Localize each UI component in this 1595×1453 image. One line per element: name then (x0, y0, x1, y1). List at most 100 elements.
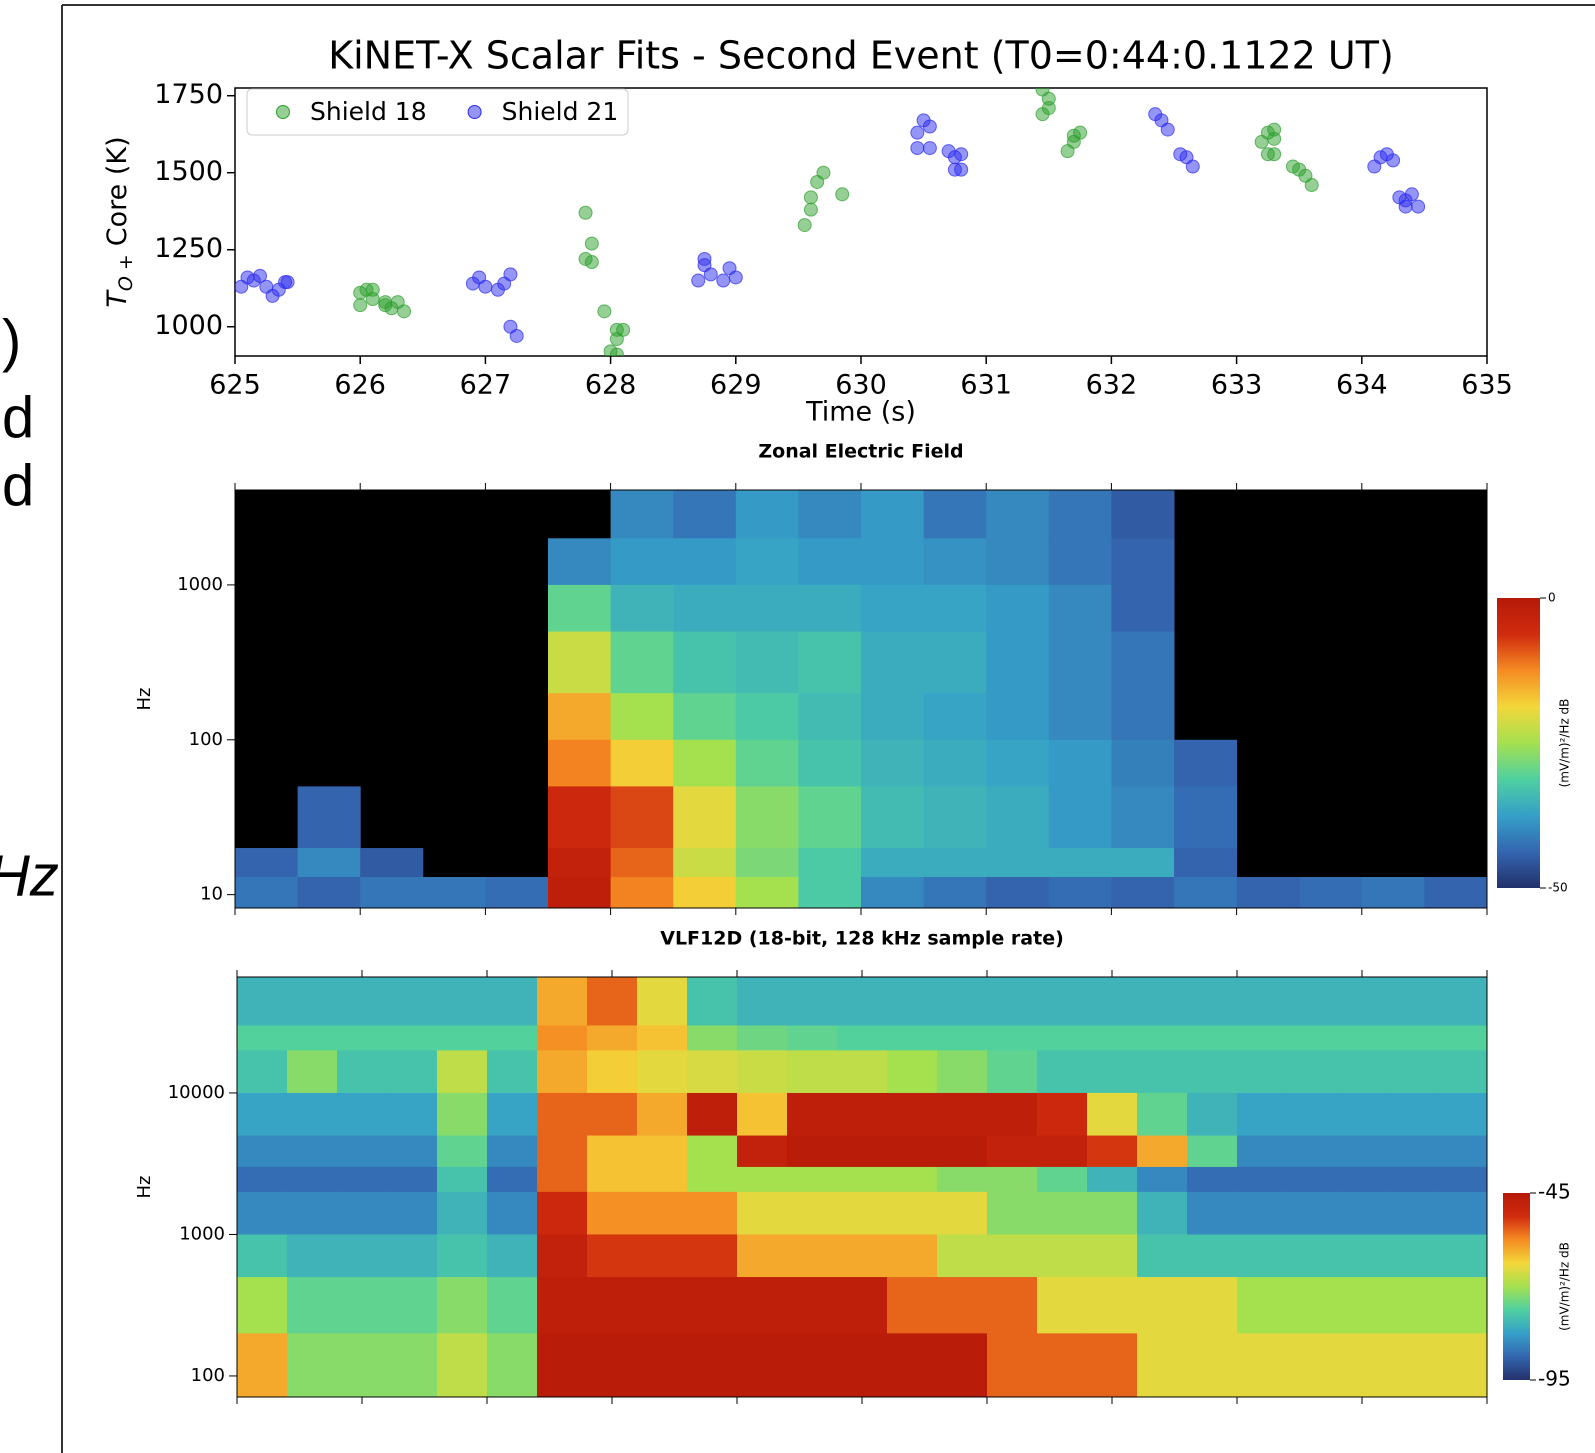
y-label-text: Core (K) (102, 136, 133, 246)
heatmap-cell (387, 1092, 438, 1137)
heatmap-cell (1137, 1092, 1188, 1137)
heatmap-cell (1237, 1050, 1288, 1094)
heatmap-cell (735, 848, 799, 878)
heatmap-cell (1437, 977, 1488, 1026)
heatmap-cell (1187, 1191, 1238, 1235)
heatmap-cell (1187, 1135, 1238, 1168)
heatmap-cell (610, 786, 674, 849)
heatmap-cell (1387, 1166, 1438, 1193)
heatmap-cell (1287, 1135, 1338, 1168)
heatmap-cell (548, 538, 612, 586)
heatmap-cell (1237, 1277, 1288, 1334)
y-tick-label: 1000 (154, 310, 223, 341)
heatmap-cell (287, 1191, 338, 1235)
heatmap-cell (937, 1277, 988, 1334)
heatmap-cell (1287, 977, 1338, 1026)
heatmap-cell (587, 977, 638, 1026)
heatmap-cell (937, 1333, 988, 1398)
point (578, 205, 593, 220)
heatmap-cell (987, 1025, 1038, 1051)
heatmap-cell (587, 1191, 638, 1235)
heatmap-cell (637, 1092, 688, 1137)
heatmap-cell (1237, 1333, 1288, 1398)
heatmap-cell (1387, 1333, 1438, 1398)
point (397, 304, 412, 319)
heatmap-cell (1087, 1050, 1138, 1094)
y-label-subscript: O + (115, 254, 137, 291)
point (1160, 122, 1175, 137)
heatmap-cell (287, 1050, 338, 1094)
heatmap-cell (287, 1135, 338, 1168)
heatmap-cell (673, 584, 737, 633)
heatmap-cell (673, 631, 737, 694)
heatmap-cell (787, 977, 838, 1026)
heatmap-cell (587, 1166, 638, 1193)
heatmap-cell (360, 877, 424, 909)
heatmap-cell (787, 1333, 838, 1398)
heatmap-cell (937, 1191, 988, 1235)
heatmap-cell (1048, 848, 1112, 878)
heatmap-cell (637, 1135, 688, 1168)
heatmap-cell (1111, 538, 1175, 586)
heatmap-cell (787, 1166, 838, 1193)
heatmap-cell (287, 1277, 338, 1334)
heatmap-cell (610, 490, 674, 539)
heatmap-cell (422, 877, 486, 909)
heatmap-cell (887, 1333, 938, 1398)
heatmap-cell (937, 1050, 988, 1094)
heatmap-cell (735, 538, 799, 586)
heatmap-cell (337, 1333, 388, 1398)
heatmap-cell (487, 1050, 538, 1094)
heatmap-cell (237, 1166, 288, 1193)
heatmap-cell (237, 1191, 288, 1235)
legend-box (246, 88, 629, 136)
heatmap-cell (937, 1025, 988, 1051)
heatmap-cell (637, 977, 688, 1026)
heatmap-cell (735, 490, 799, 539)
heatmap-cell (737, 1135, 788, 1168)
heatmap-cell (923, 739, 987, 787)
heatmap-cell (1087, 977, 1138, 1026)
heatmap-cell (798, 631, 862, 694)
point (954, 162, 969, 177)
heatmap-cell (1037, 1277, 1088, 1334)
heatmap-cell (1337, 1050, 1388, 1094)
heatmap-cell (637, 1333, 688, 1398)
heatmap-cell (1111, 490, 1175, 539)
legend-label: Shield 21 (502, 97, 619, 126)
heatmap-cell (487, 1166, 538, 1193)
heatmap-cell (587, 1333, 638, 1398)
heatmap-cell (1187, 1050, 1238, 1094)
heatmap-cell (687, 1050, 738, 1094)
heatmap-cell (437, 977, 488, 1026)
heatmap-cell (487, 1277, 538, 1334)
heatmap-cell (548, 631, 612, 694)
slide-text: Hz (0, 843, 59, 908)
heatmap-cell (735, 739, 799, 787)
heatmap-cell (537, 1050, 588, 1094)
heatmap-cell (237, 1092, 288, 1137)
heatmap-cell (1287, 1166, 1338, 1193)
heatmap-cell (1048, 877, 1112, 909)
heatmap-cell (737, 1234, 788, 1278)
heatmap-cell (237, 1135, 288, 1168)
chart-title: Zonal Electric Field (758, 441, 963, 463)
point (1267, 147, 1282, 162)
heatmap-cell (537, 1277, 588, 1334)
heatmap-cell (837, 1234, 888, 1278)
heatmap-cell (548, 786, 612, 849)
heatmap-cell (487, 1333, 538, 1398)
heatmap-cell (861, 490, 925, 539)
heatmap-cell (923, 786, 987, 849)
point (691, 273, 706, 288)
heatmap-cell (1048, 631, 1112, 694)
heatmap-cell (1048, 490, 1112, 539)
heatmap-cell (986, 538, 1050, 586)
heatmap-cell (837, 1050, 888, 1094)
heatmap-cell (737, 1277, 788, 1334)
heatmap-cell (837, 1092, 888, 1137)
heatmap-cell (1187, 1092, 1238, 1137)
point (1411, 199, 1426, 214)
point (509, 328, 524, 343)
